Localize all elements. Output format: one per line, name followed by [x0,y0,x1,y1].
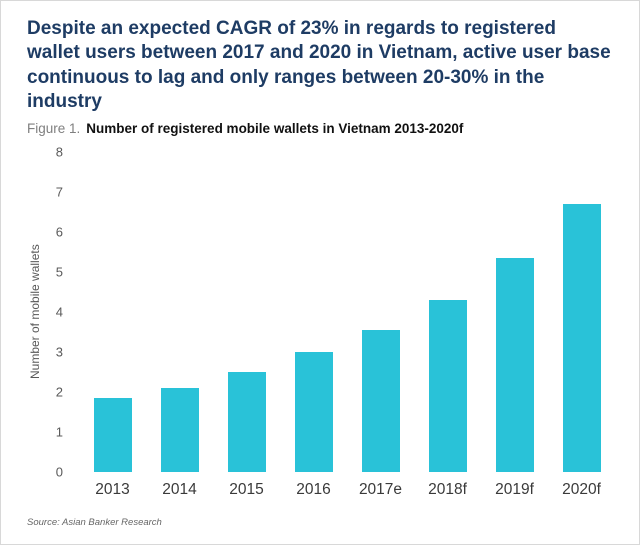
plot-area-wrap: 2013 2014 2015 2016 2017e 2018f 2019f 2020f [79,152,615,499]
bar [562,204,601,473]
y-tick-label: 6 [55,224,63,240]
y-tick-label: 3 [55,344,63,360]
bar [495,258,534,473]
x-tick-label: 2013 [95,481,130,499]
bar [227,372,266,473]
bar-slot [414,152,481,473]
bar-slot [548,152,615,473]
y-tick-label: 1 [55,424,63,440]
bar-slot [213,152,280,473]
x-tick-label: 2016 [296,481,331,499]
x-axis: 2013 2014 2015 2016 2017e 2018f 2019f 2020f [79,481,615,499]
bar [294,352,333,473]
figure-caption: Number of registered mobile wallets in V… [86,121,464,137]
y-tick-label: 0 [55,464,63,480]
bar [361,330,400,473]
y-tick-label: 8 [55,144,63,160]
bar-slot [79,152,146,473]
y-tick-label: 2 [55,384,63,400]
bar [93,398,132,473]
y-axis: 0 1 2 3 4 5 6 7 8 [43,145,69,480]
y-tick-label: 4 [55,304,63,320]
plot [79,152,615,473]
x-tick-label: 2019f [495,481,534,499]
bar [428,300,467,473]
bar-slot [280,152,347,473]
x-tick-label: 2018f [428,481,467,499]
bar-slot [146,152,213,473]
bar-slot [481,152,548,473]
y-tick-label: 5 [55,264,63,280]
source-note: Source: Asian Banker Research [27,517,162,529]
figure-line: Figure 1. Number of registered mobile wal… [27,121,615,136]
bar-slot [347,152,414,473]
y-axis-title: Number of mobile wallets [28,244,42,380]
x-tick-label: 2020f [562,481,601,499]
x-tick-label: 2015 [229,481,264,499]
bar [160,388,199,473]
x-tick-label: 2014 [162,481,197,499]
headline: Despite an expected CAGR of 23% in regar… [27,18,611,112]
x-tick-label: 2017e [358,481,403,499]
figure-label: Figure 1. [27,121,81,137]
y-tick-label: 7 [55,184,63,200]
